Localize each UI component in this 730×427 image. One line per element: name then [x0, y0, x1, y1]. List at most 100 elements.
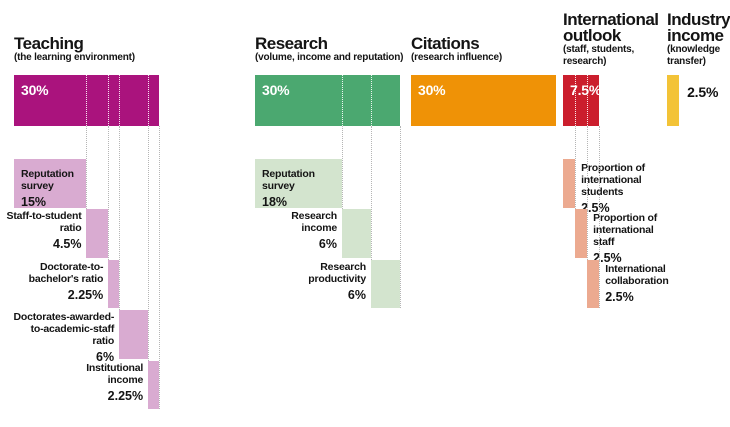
- citations-header: Citations (research influence): [411, 34, 503, 64]
- international-outlook-sub-bar-3: [587, 259, 600, 309]
- sub-indicator-name-line: Research: [320, 260, 366, 273]
- teaching-sub-bar-4: [119, 310, 149, 359]
- international-outlook-sub-label-1: Proportion of international students 2.5%: [581, 162, 645, 214]
- sub-indicator-name-line: productivity: [308, 272, 366, 285]
- sub-indicator-name-line: collaboration: [605, 274, 669, 287]
- teaching-sub-label-5: Institutional income 2.25%: [0, 362, 143, 402]
- sub-indicator-value: 6%: [96, 350, 115, 365]
- sub-indicator-name-line: Doctorates-awarded-: [13, 311, 115, 324]
- sub-indicator-name-line: Reputation: [262, 168, 315, 180]
- bar-divider-dotted-line: [119, 75, 121, 126]
- industry-income-main-bar: [667, 75, 680, 126]
- international-outlook-header: International outlook (staff, students, res…: [563, 10, 659, 67]
- guide-dotted-line: [148, 126, 150, 361]
- teaching-sub-bar-1: [14, 159, 87, 208]
- industry-income-header: Industry income (knowledge transfer): [667, 10, 730, 67]
- sub-indicator-value: 2.25%: [67, 287, 104, 302]
- guide-dotted-line: [158, 126, 160, 410]
- international-outlook-sub-bar-1: [563, 159, 576, 208]
- guide-dotted-line: [86, 126, 88, 210]
- teaching-sub-bar-5: [148, 360, 159, 410]
- citations-main-bar: 30%: [411, 75, 556, 126]
- sub-indicator-name-line: Proportion of: [593, 212, 658, 225]
- sub-indicator-value: 18%: [262, 195, 288, 209]
- guide-dotted-line: [370, 126, 372, 260]
- sub-indicator-name-line: international: [593, 224, 654, 237]
- bar-divider-dotted-line: [370, 75, 372, 126]
- group-title: outlook: [563, 26, 621, 45]
- group-subtitle: (knowledge: [667, 44, 721, 55]
- research-main-bar: 30%: [255, 75, 400, 126]
- group-title: Research: [255, 34, 328, 53]
- sub-indicator-name-line: Institutional: [86, 361, 144, 374]
- research-weight-label: 30%: [262, 82, 290, 98]
- sub-indicator-value: 4.5%: [53, 237, 82, 252]
- teaching-main-bar: 30%: [14, 75, 159, 126]
- sub-indicator-name-line: ratio: [92, 335, 115, 348]
- group-title: income: [667, 26, 724, 45]
- sub-indicator-name-line: income: [107, 373, 144, 386]
- group-title: Teaching: [14, 34, 84, 53]
- international-outlook-sub-bar-2: [575, 209, 588, 258]
- bar-divider-dotted-line: [587, 75, 589, 126]
- sub-indicator-name-line: Proportion of: [581, 162, 645, 174]
- group-subtitle: (volume, income and reputation): [255, 52, 404, 63]
- research-sub-label-3: Research productivity 6%: [206, 261, 366, 301]
- sub-indicator-value: 2.5%: [605, 289, 634, 304]
- group-subtitle: transfer): [667, 55, 706, 67]
- guide-dotted-line: [575, 126, 577, 210]
- group-title: International: [563, 10, 659, 29]
- sub-indicator-name-line: staff: [593, 236, 615, 249]
- teaching-sub-bar-3: [108, 259, 120, 309]
- international-outlook-weight-label: 7.5%: [570, 82, 602, 98]
- international-outlook-sub-label-2: Proportion of international staff 2.5%: [593, 212, 657, 264]
- sub-indicator-name-line: income: [301, 222, 337, 235]
- sub-indicator-name-line: Staff-to-student: [6, 210, 82, 223]
- teaching-sub-label-1: Reputation survey 15%: [21, 168, 74, 208]
- research-sub-bar-1: [255, 159, 342, 208]
- guide-dotted-line: [341, 126, 343, 210]
- guide-dotted-line: [399, 126, 401, 309]
- sub-indicator-name-line: International: [605, 262, 666, 275]
- group-subtitle: (the learning environment): [14, 52, 135, 63]
- sub-indicator-value: 6%: [318, 237, 337, 252]
- group-title: Industry: [667, 10, 730, 29]
- sub-indicator-name-line: Reputation: [21, 168, 74, 180]
- research-header: Research (volume, income and reputation): [255, 34, 404, 64]
- sub-indicator-name-line: international: [581, 174, 642, 186]
- bar-divider-dotted-line: [575, 75, 577, 126]
- sub-indicator-name-line: Doctorate-to-: [39, 260, 104, 273]
- international-outlook-sub-label-3: International collaboration 2.5%: [605, 262, 669, 304]
- bar-divider-dotted-line: [148, 75, 150, 126]
- teaching-sub-label-2: Staff-to-student ratio 4.5%: [0, 210, 82, 250]
- teaching-weight-label: 30%: [21, 82, 49, 98]
- research-sub-label-1: Reputation survey 18%: [262, 168, 315, 208]
- teaching-header: Teaching (the learning environment): [14, 34, 135, 64]
- group-subtitle: (research influence): [411, 52, 503, 63]
- sub-indicator-name-line: survey: [262, 180, 295, 192]
- sub-indicator-name-line: Research: [291, 210, 337, 223]
- research-sub-label-2: Research income 6%: [177, 210, 337, 250]
- research-sub-bar-3: [370, 259, 400, 309]
- international-outlook-main-bar: 7.5%: [563, 75, 602, 126]
- industry-income-weight-label: 2.5%: [687, 84, 719, 100]
- teaching-sub-label-4: Doctorates-awarded-to-academic-staff rati…: [0, 311, 114, 363]
- sub-indicator-name-line: ratio: [59, 222, 82, 235]
- group-subtitle: research): [563, 55, 607, 67]
- sub-indicator-name-line: students: [581, 186, 624, 198]
- sub-indicator-name-line: bachelor's ratio: [28, 272, 104, 285]
- bar-divider-dotted-line: [108, 75, 110, 126]
- bar-divider-dotted-line: [86, 75, 88, 126]
- guide-dotted-line: [599, 126, 601, 309]
- sub-indicator-value: 15%: [21, 195, 47, 209]
- guide-dotted-line: [119, 126, 121, 311]
- research-sub-bar-2: [341, 209, 371, 258]
- teaching-sub-label-3: Doctorate-to-bachelor's ratio 2.25%: [0, 260, 104, 302]
- sub-indicator-name-line: survey: [21, 180, 54, 192]
- sub-indicator-value: 2.5%: [581, 201, 610, 215]
- bar-divider-dotted-line: [341, 75, 343, 126]
- group-title: Citations: [411, 34, 480, 53]
- sub-indicator-name-line: to-academic-staff: [30, 323, 115, 336]
- sub-indicator-value: 2.5%: [593, 251, 622, 266]
